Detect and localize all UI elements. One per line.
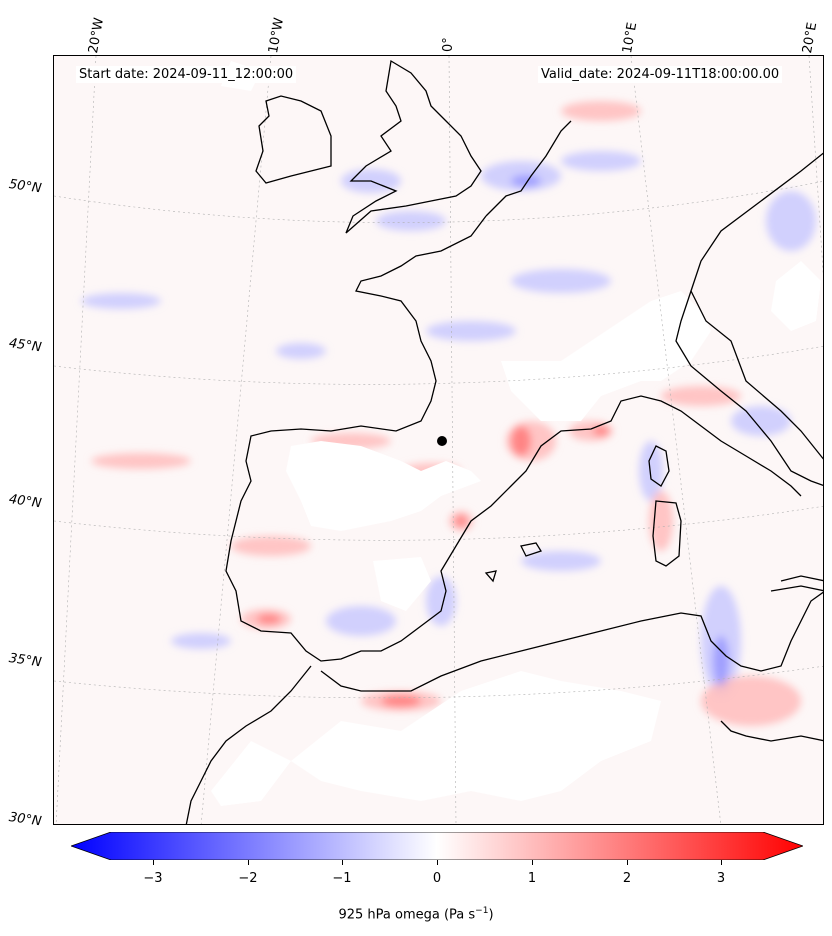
cb-tick-mark	[532, 860, 533, 865]
lon-label-20w: 20°W	[86, 16, 108, 55]
colorbar	[71, 832, 803, 860]
coastlines	[185, 59, 823, 824]
valid-date-label: Valid_date: 2024-09-11T18:00:00.00	[538, 66, 783, 83]
start-date-label: Start date: 2024-09-11_12:00:00	[76, 66, 297, 83]
cb-tick-label: 2	[622, 871, 632, 886]
omega-field	[81, 101, 816, 746]
cb-tick-label: 3	[716, 871, 726, 886]
masked-terrain	[211, 61, 821, 806]
cb-tick-label: −3	[143, 871, 163, 886]
colorbar-label: 925 hPa omega (Pa s−1)	[338, 906, 494, 923]
cb-tick-mark	[248, 860, 249, 865]
lat-label-30n: 30°N	[7, 810, 43, 830]
omega-map	[54, 56, 823, 824]
graticule	[54, 56, 823, 824]
cb-tick-mark	[342, 860, 343, 865]
cb-tick-label: −2	[238, 871, 258, 886]
lon-label-20e: 20°E	[800, 21, 821, 55]
lat-label-50n: 50°N	[7, 177, 43, 197]
cb-tick-mark	[721, 860, 722, 865]
lon-label-0: 0°	[441, 37, 456, 52]
lon-label-10e: 10°E	[620, 21, 641, 55]
lat-label-45n: 45°N	[7, 336, 43, 356]
cb-tick-label: 1	[527, 871, 537, 886]
lon-label-10w: 10°W	[266, 16, 288, 55]
cb-tick-mark	[627, 860, 628, 865]
cb-tick-label: 0	[432, 871, 442, 886]
location-marker	[437, 436, 447, 446]
cb-tick-mark	[437, 860, 438, 865]
cb-tick-mark	[153, 860, 154, 865]
cb-tick-label: −1	[332, 871, 352, 886]
lat-label-35n: 35°N	[7, 651, 43, 671]
lat-label-40n: 40°N	[7, 492, 43, 512]
map-panel	[53, 55, 824, 825]
